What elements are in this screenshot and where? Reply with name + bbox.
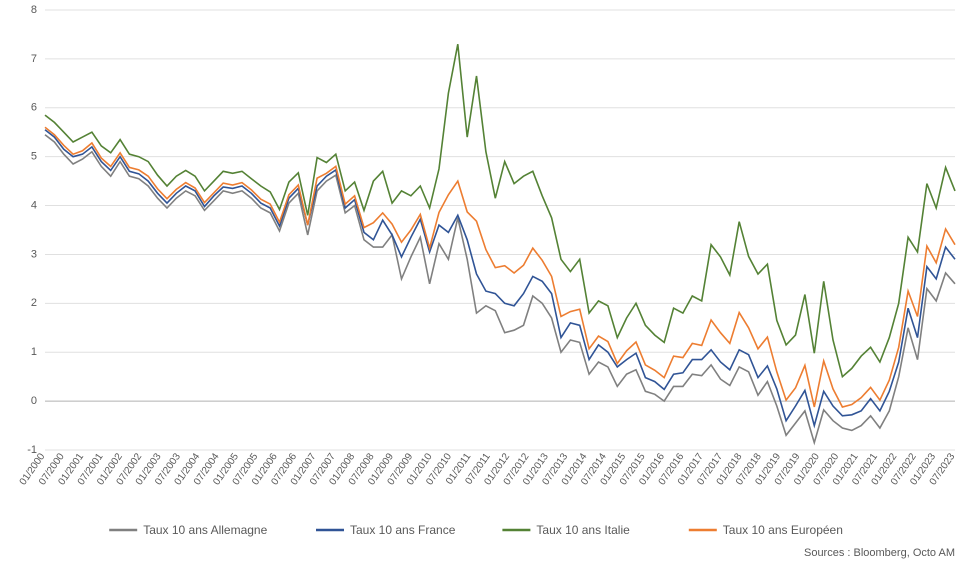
y-tick-label: 3 [31, 248, 37, 260]
y-tick-label: 6 [31, 102, 37, 114]
source-text: Sources : Bloomberg, Octo AM [804, 547, 955, 559]
chart-svg: -101234567801/200007/200001/200107/20010… [0, 0, 968, 565]
legend-label: Taux 10 ans France [350, 523, 456, 537]
legend-label: Taux 10 ans Italie [536, 523, 630, 537]
y-tick-label: 2 [31, 297, 37, 309]
legend-label: Taux 10 ans Allemagne [143, 523, 267, 537]
series-line [45, 44, 955, 377]
y-tick-label: 8 [31, 4, 37, 16]
y-tick-label: 4 [31, 199, 37, 211]
legend-label: Taux 10 ans Européen [723, 523, 843, 537]
y-tick-label: 5 [31, 151, 37, 163]
y-tick-label: 0 [31, 395, 37, 407]
line-chart: -101234567801/200007/200001/200107/20010… [0, 0, 968, 565]
y-tick-label: 1 [31, 346, 37, 358]
y-tick-label: 7 [31, 53, 37, 65]
series-line [45, 127, 955, 407]
series-line [45, 130, 955, 426]
